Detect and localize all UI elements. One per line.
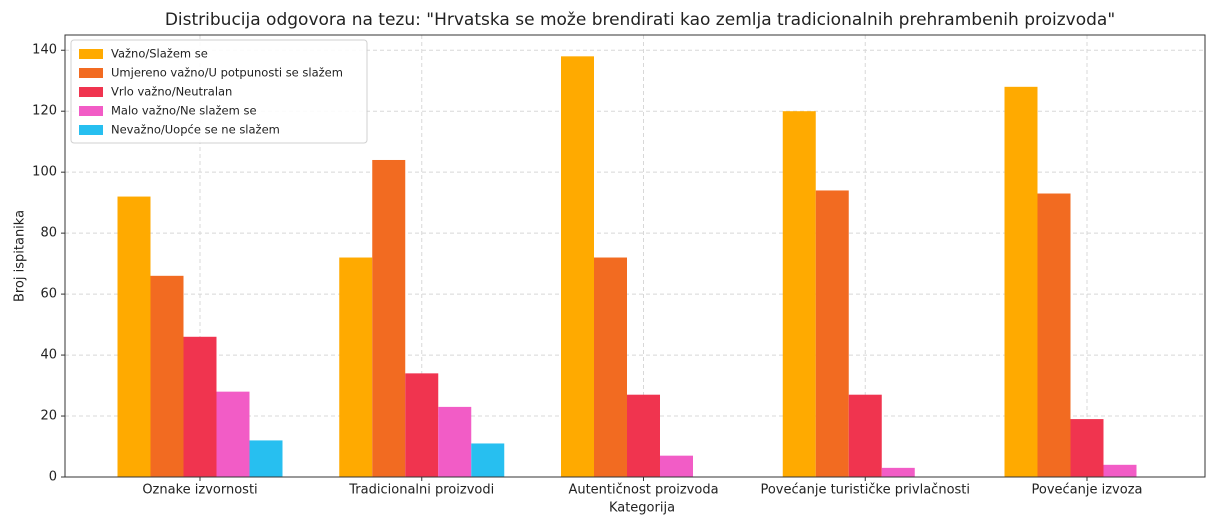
y-tick-label: 40 — [40, 348, 57, 363]
bar — [438, 406, 472, 477]
y-tick-label: 60 — [40, 287, 57, 302]
legend-swatch — [79, 106, 103, 116]
y-tick-label: 80 — [40, 226, 57, 241]
y-tick-label: 20 — [40, 409, 57, 424]
x-tick-label: Tradicionalni proizvodi — [348, 483, 494, 498]
x-tick-label: Povećanje turističke privlačnosti — [760, 483, 970, 498]
legend-label: Vrlo važno/Neutralan — [111, 85, 232, 99]
bar — [1037, 193, 1071, 477]
legend-label: Važno/Slažem se — [111, 47, 208, 61]
legend-swatch — [79, 125, 103, 135]
y-tick-label: 0 — [49, 470, 57, 485]
legend-label: Umjereno važno/U potpunosti se slažem — [111, 66, 343, 80]
bar — [183, 336, 217, 477]
bar — [216, 391, 250, 477]
bar — [117, 196, 151, 477]
bar — [561, 56, 594, 478]
x-tick-label: Oznake izvornosti — [142, 483, 257, 498]
bar — [848, 394, 882, 477]
x-tick-label: Autentičnost proizvoda — [568, 483, 718, 498]
bar — [815, 190, 849, 477]
bar — [594, 257, 627, 477]
y-tick-label: 120 — [32, 104, 57, 119]
legend-label: Malo važno/Ne slažem se — [111, 104, 257, 118]
bar — [249, 440, 283, 477]
x-axis-label: Kategorija — [609, 501, 675, 516]
x-tick-label: Povećanje izvoza — [1032, 483, 1143, 498]
bar — [372, 159, 406, 477]
legend-box — [70, 39, 368, 144]
y-tick-label: 100 — [32, 165, 57, 180]
bar — [660, 455, 693, 477]
bar — [627, 394, 660, 477]
y-axis-label: Broj ispitanika — [13, 210, 28, 302]
bar — [471, 443, 505, 477]
bar — [150, 275, 184, 477]
y-tick-label: 140 — [32, 43, 57, 58]
bar — [1070, 419, 1104, 477]
legend-swatch — [79, 49, 103, 59]
bar — [405, 373, 439, 477]
bar — [339, 257, 373, 477]
legend-label: Nevažno/Uopće se ne slažem — [111, 123, 280, 137]
legend-swatch — [79, 87, 103, 97]
bar — [1004, 86, 1038, 478]
plot-frame — [64, 34, 1206, 478]
legend-swatch — [79, 68, 103, 78]
chart-title: Distribucija odgovora na tezu: "Hrvatska… — [165, 10, 1115, 30]
bar — [881, 467, 915, 477]
bar — [1103, 464, 1137, 477]
bar — [782, 111, 816, 477]
